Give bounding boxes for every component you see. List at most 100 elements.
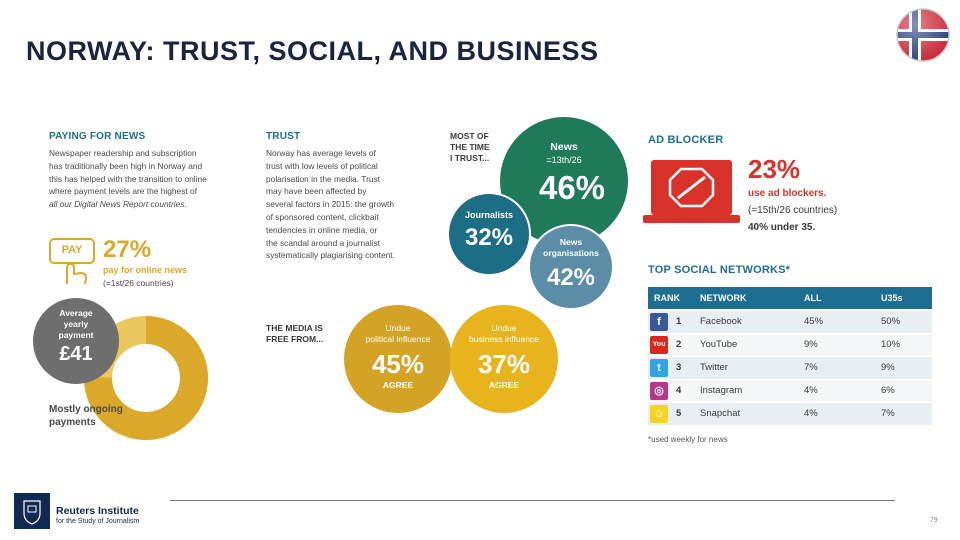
pay-hand-icon: PAY — [49, 238, 95, 285]
row-u35: 10% — [881, 339, 901, 350]
most-time-trust-label: MOST OF THE TIME I TRUST... — [450, 131, 490, 164]
avg-payment-value: £41 — [59, 343, 93, 365]
avg-label-line: Average — [59, 308, 93, 318]
adblocker-heading: AD BLOCKER — [648, 134, 724, 146]
trust-journalists-label: Journalists — [464, 210, 513, 220]
oxford-crest-icon — [14, 493, 50, 529]
trust-body: Norway has average levels of trust with … — [266, 147, 441, 262]
row-rank: 5 — [676, 408, 682, 419]
table-row: You 2 YouTube 9% 10% — [648, 334, 932, 356]
trust-orgs-label-line: News — [559, 237, 583, 247]
trust-body-line: trust with low levels of political — [266, 160, 378, 171]
avg-label-line: yearly — [63, 319, 89, 329]
pay-rank: (=1st/26 countries) — [103, 278, 174, 288]
org-name: Reuters Institute — [56, 505, 139, 517]
business-label-line: Undue — [491, 323, 517, 333]
ad-blocker-laptop-icon — [643, 160, 740, 223]
norway-flag-icon — [896, 8, 950, 62]
twitter-icon: t — [650, 359, 668, 377]
avg-label-line: payment — [58, 330, 94, 340]
col-network: NETWORK — [700, 293, 747, 303]
row-all: 7% — [804, 362, 818, 373]
row-u35: 9% — [881, 362, 895, 373]
page-number: 79 — [930, 517, 938, 524]
table-row: ◎ 4 Instagram 4% 6% — [648, 380, 932, 402]
trust-body-line: several factors in 2015: the growth — [266, 199, 395, 210]
footer-divider — [170, 500, 895, 501]
row-network: Snapchat — [700, 408, 741, 419]
row-rank: 2 — [676, 339, 682, 350]
col-u35: U35s — [881, 293, 903, 303]
social-footnote: *used weekly for news — [648, 435, 728, 444]
trust-heading: TRUST — [266, 131, 301, 142]
trust-body-line: Norway has average levels of — [266, 148, 376, 158]
col-rank: RANK — [654, 293, 680, 303]
most-time-line: MOST OF — [450, 131, 489, 141]
most-time-line: I TRUST... — [450, 153, 490, 163]
trust-body-line: tendencies in online media, or — [266, 224, 378, 235]
row-u35: 50% — [881, 316, 901, 327]
trust-orgs-pct: 42% — [546, 264, 596, 291]
table-row: ☺ 5 Snapchat 4% 7% — [648, 403, 932, 425]
political-label-line: political influence — [365, 334, 431, 344]
paying-body-line: all our Digital News Report countries. — [49, 199, 187, 210]
business-pct: 37% — [477, 349, 531, 379]
col-all: ALL — [804, 293, 822, 303]
donut-label-line: Mostly ongoing — [49, 404, 123, 415]
row-all: 4% — [804, 408, 818, 419]
trust-body-line: polarisation in the media. Trust — [266, 173, 381, 184]
row-all: 4% — [804, 385, 818, 396]
trust-body-line: the scandal around a journalist — [266, 237, 381, 248]
table-row: t 3 Twitter 7% 9% — [648, 357, 932, 379]
paying-body-line: this has helped with the transition to o… — [49, 173, 207, 184]
paying-body-line: Newspaper readership and subscription — [49, 148, 197, 158]
row-rank: 3 — [676, 362, 682, 373]
row-network: Facebook — [700, 316, 742, 327]
pay-pct-label: pay for online news — [103, 265, 188, 275]
trust-orgs-circle: News organisations 42% — [528, 224, 614, 310]
row-network: Instagram — [700, 385, 743, 396]
snapchat-icon: ☺ — [650, 405, 668, 423]
trust-orgs-label-line: organisations — [543, 248, 599, 258]
media-free-label: THE MEDIA IS FREE FROM... — [266, 323, 323, 345]
paying-heading: PAYING FOR NEWS — [49, 131, 146, 142]
business-agree: AGREE — [488, 380, 520, 390]
trust-journalists-pct: 32% — [464, 224, 514, 251]
pay-pct: 27% — [103, 236, 152, 263]
adblocker-rank: (=15th/26 countries) — [748, 205, 838, 216]
media-free-line: FREE FROM... — [266, 334, 324, 344]
pay-icon-label: PAY — [61, 244, 83, 256]
table-row: f 1 Facebook 45% 50% — [648, 311, 932, 333]
paying-body-line: where payment levels are the highest of — [49, 186, 198, 197]
political-agree: AGREE — [382, 380, 414, 390]
political-label-line: Undue — [385, 323, 411, 333]
trust-body-line: of sponsored content, clickbait — [266, 211, 379, 222]
row-rank: 1 — [676, 316, 682, 327]
row-u35: 7% — [881, 408, 895, 419]
donut-label-line: payments — [49, 417, 96, 428]
paying-body-line: has traditionally been high in Norway an… — [49, 160, 203, 171]
trust-news-label: News — [550, 141, 578, 153]
avg-payment-circle: Average yearly payment £41 — [33, 298, 119, 384]
row-network: Twitter — [700, 362, 728, 373]
row-u35: 6% — [881, 385, 895, 396]
business-label-line: business influence — [469, 334, 539, 344]
adblocker-pct: 23% — [748, 154, 801, 184]
page-title: NORWAY: TRUST, SOCIAL, AND BUSINESS — [26, 36, 599, 66]
trust-news-rank: =13th/26 — [546, 155, 582, 165]
donut-mostly-ongoing-segment — [84, 316, 208, 440]
row-all: 45% — [804, 316, 824, 327]
row-all: 9% — [804, 339, 818, 350]
political-influence-circle: Undue political influence 45% AGREE — [344, 305, 452, 413]
trust-journalists-circle: Journalists 32% — [447, 192, 531, 276]
row-network: YouTube — [700, 339, 738, 350]
paying-body: Newspaper readership and subscription ha… — [49, 147, 249, 211]
media-free-line: THE MEDIA IS — [266, 323, 323, 333]
org-sub: for the Study of Journalism — [56, 518, 140, 525]
row-rank: 4 — [676, 385, 682, 396]
trust-news-pct: 46% — [538, 169, 606, 206]
instagram-icon: ◎ — [650, 382, 668, 400]
adblocker-under35: 40% under 35. — [748, 222, 816, 233]
adblocker-label: use ad blockers. — [748, 188, 827, 199]
youtube-icon: You — [650, 336, 668, 354]
